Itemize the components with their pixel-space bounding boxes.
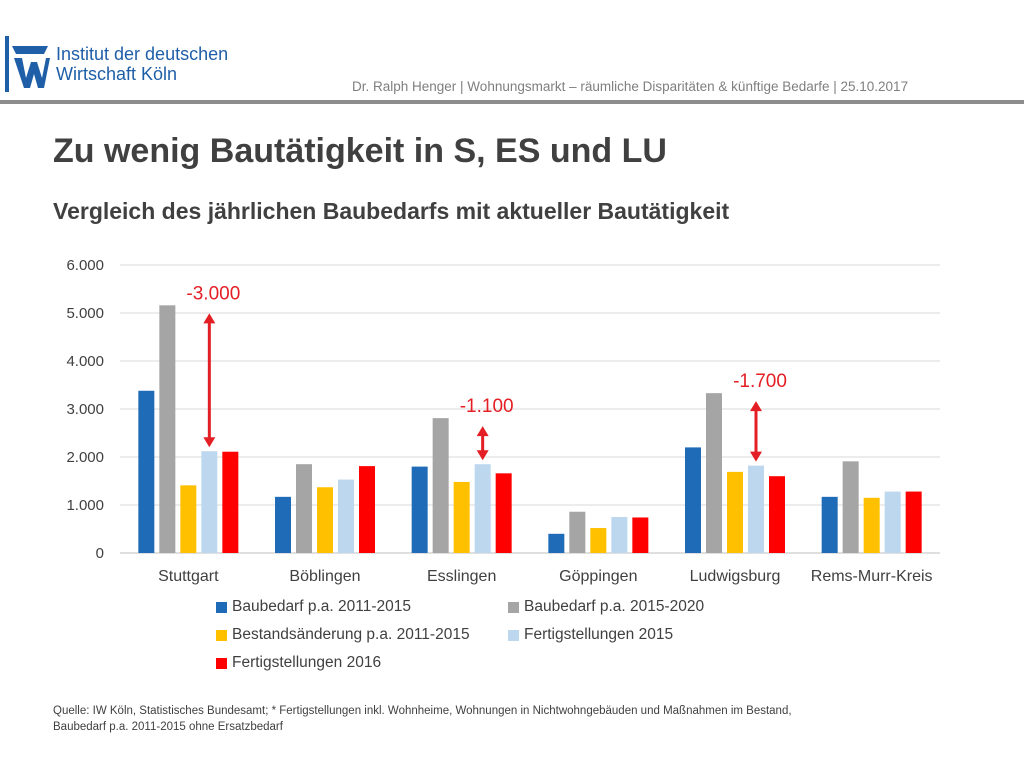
x-tick-label: Ludwigsburg bbox=[690, 568, 781, 585]
bar bbox=[296, 464, 312, 553]
header-meta: Dr. Ralph Henger | Wohnungsmarkt – räuml… bbox=[352, 79, 909, 94]
legend-swatch bbox=[508, 629, 519, 641]
y-tick-label: 1.000 bbox=[66, 497, 104, 514]
bar bbox=[706, 393, 722, 553]
legend-item: Bestandsänderung p.a. 2011-2015 bbox=[216, 626, 470, 644]
page-subtitle: Vergleich des jährlichen Baubedarfs mit … bbox=[53, 198, 730, 224]
bar bbox=[159, 305, 176, 553]
logo-line-1: Institut der deutschen bbox=[56, 44, 229, 64]
legend-item: Baubedarf p.a. 2015-2020 bbox=[508, 598, 704, 616]
bar bbox=[453, 481, 470, 553]
bar bbox=[863, 497, 880, 553]
bar bbox=[685, 447, 701, 553]
annotation-label: -3.000 bbox=[186, 283, 240, 304]
bar bbox=[769, 476, 785, 553]
y-tick-label: 5.000 bbox=[66, 305, 104, 322]
bar bbox=[201, 451, 218, 553]
bar bbox=[727, 471, 743, 553]
annotation-arrow-head-up bbox=[203, 313, 216, 324]
iw-logo: Institut der deutschen Wirtschaft Köln bbox=[4, 34, 244, 96]
header-divider bbox=[0, 100, 1024, 104]
annotation-arrow-head-down bbox=[203, 437, 216, 448]
page-title: Zu wenig Bautätigkeit in S, ES und LU bbox=[53, 132, 667, 170]
bar bbox=[495, 473, 512, 553]
bar bbox=[338, 479, 354, 553]
legend-swatch bbox=[216, 657, 227, 669]
legend-item: Baubedarf p.a. 2011-2015 bbox=[216, 598, 411, 616]
bar bbox=[821, 496, 838, 553]
logo-text: Institut der deutschen Wirtschaft Köln bbox=[56, 44, 228, 84]
y-tick-label: 6.000 bbox=[66, 257, 104, 274]
y-tick-label: 2.000 bbox=[66, 449, 104, 466]
iw-logo-icon bbox=[4, 34, 50, 94]
logo-line-2: Wirtschaft Köln bbox=[56, 64, 178, 84]
legend-label: Bestandsänderung p.a. 2011-2015 bbox=[232, 626, 470, 643]
legend-item: Fertigstellungen 2015 bbox=[508, 626, 673, 644]
bar bbox=[138, 390, 155, 553]
annotation-arrow-head-up bbox=[476, 426, 489, 437]
source-note: Quelle: IW Köln, Statistisches Bundesamt… bbox=[53, 703, 953, 735]
annotation-label: -1.700 bbox=[733, 371, 787, 392]
x-tick-label: Esslingen bbox=[427, 568, 496, 585]
bar bbox=[222, 451, 239, 553]
legend-label: Baubedarf p.a. 2011-2015 bbox=[232, 598, 411, 615]
y-tick-label: 3.000 bbox=[66, 401, 104, 418]
legend-label: Baubedarf p.a. 2015-2020 bbox=[524, 598, 705, 615]
bar bbox=[632, 517, 649, 553]
legend-label: Fertigstellungen 2015 bbox=[524, 626, 674, 643]
bar bbox=[611, 517, 628, 553]
y-tick-label: 0 bbox=[96, 545, 104, 562]
bar bbox=[317, 487, 333, 553]
legend-item: Fertigstellungen 2016 bbox=[216, 654, 381, 672]
annotation-arrow-head-down bbox=[750, 451, 762, 462]
bar-chart: 0 1.000 2.000 3.000 4.000 5.000 6.000 Stuttgart… bbox=[66, 257, 940, 585]
y-tick-label: 4.000 bbox=[66, 353, 104, 370]
legend-swatch bbox=[508, 601, 519, 613]
bar bbox=[411, 466, 428, 553]
legend-swatch bbox=[216, 601, 227, 613]
x-tick-label: Rems-Murr-Kreis bbox=[811, 568, 933, 585]
bar bbox=[180, 485, 197, 553]
annotation-arrow-head-up bbox=[750, 401, 762, 412]
bar bbox=[569, 511, 586, 553]
x-tick-label: Göppingen bbox=[559, 568, 637, 585]
bar bbox=[359, 466, 375, 553]
source-line-1: Quelle: IW Köln, Statistisches Bundesamt… bbox=[53, 705, 792, 717]
bar bbox=[884, 491, 901, 553]
bar bbox=[590, 528, 607, 553]
annotation-label: -1.100 bbox=[460, 396, 514, 417]
x-tick-label: Böblingen bbox=[289, 568, 360, 585]
bar bbox=[842, 461, 859, 553]
bar bbox=[432, 418, 449, 553]
bar bbox=[474, 464, 491, 553]
x-tick-label: Stuttgart bbox=[158, 568, 219, 585]
annotation-arrow-head-down bbox=[476, 450, 489, 461]
bar bbox=[905, 491, 922, 553]
chart-legend: Baubedarf p.a. 2011-2015 Baubedarf p.a. … bbox=[216, 598, 816, 678]
legend-label: Fertigstellungen 2016 bbox=[232, 654, 382, 671]
bar bbox=[275, 496, 291, 553]
bar bbox=[548, 533, 565, 553]
legend-swatch bbox=[216, 629, 227, 641]
source-line-2: Baubedarf p.a. 2011-2015 ohne Ersatzbeda… bbox=[53, 721, 283, 733]
bar bbox=[748, 465, 764, 553]
